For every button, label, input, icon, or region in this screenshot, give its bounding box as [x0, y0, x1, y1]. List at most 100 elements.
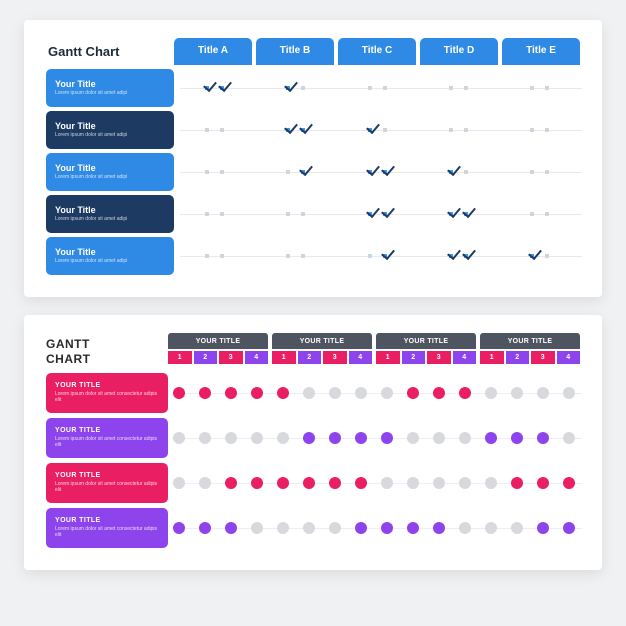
active-dot: [329, 432, 341, 444]
empty-dot: [286, 254, 290, 258]
chart1-column-header: Title C: [338, 38, 416, 65]
empty-dot: [545, 170, 549, 174]
active-dot: [563, 477, 575, 489]
chart2-sub-cell: 1: [168, 351, 192, 364]
active-dot: [537, 522, 549, 534]
chart1-grid-row: [174, 195, 580, 233]
active-dot: [381, 432, 393, 444]
inactive-dot: [459, 477, 471, 489]
empty-dot: [368, 254, 372, 258]
chart2-segment: [376, 373, 476, 413]
check-icon: [368, 128, 372, 132]
gantt-chart-pink: GANTT CHART YOUR TITLE1234YOUR TITLE1234…: [24, 315, 602, 570]
chart1-cell: [336, 69, 417, 107]
empty-dot: [301, 86, 305, 90]
chart2-sub-cell: 4: [557, 351, 581, 364]
inactive-dot: [329, 522, 341, 534]
check-icon: [383, 170, 387, 174]
chart2-column-group: YOUR TITLE1234: [376, 333, 476, 367]
chart2-sub-row: 1234: [272, 351, 372, 364]
chart2-sub-cell: 3: [323, 351, 347, 364]
inactive-dot: [277, 522, 289, 534]
empty-dot: [545, 128, 549, 132]
check-icon: [301, 128, 305, 132]
inactive-dot: [251, 432, 263, 444]
empty-dot: [530, 86, 534, 90]
chart2-segment: [480, 463, 580, 503]
active-dot: [355, 477, 367, 489]
active-dot: [355, 432, 367, 444]
inactive-dot: [563, 432, 575, 444]
chart2-segment: [376, 463, 476, 503]
chart1-row-label: Your TitleLorem ipsum dolor sit amet adi…: [46, 237, 174, 275]
chart2-sub-cell: 4: [453, 351, 477, 364]
chart2-sub-cell: 1: [272, 351, 296, 364]
chart2-group-header: YOUR TITLE: [168, 333, 268, 349]
chart2-sub-cell: 4: [245, 351, 269, 364]
empty-dot: [383, 128, 387, 132]
chart2-segment: [168, 373, 268, 413]
empty-dot: [530, 128, 534, 132]
chart2-row-labels: YOUR TITLELorem ipsum dolor sit amet con…: [46, 373, 168, 548]
active-dot: [433, 522, 445, 534]
active-dot: [407, 522, 419, 534]
empty-dot: [545, 86, 549, 90]
chart2-segment: [272, 463, 372, 503]
chart1-cell: [174, 111, 255, 149]
empty-dot: [464, 128, 468, 132]
chart1-row-label: Your TitleLorem ipsum dolor sit amet adi…: [46, 153, 174, 191]
chart1-cell: [255, 153, 336, 191]
chart2-segment: [272, 373, 372, 413]
inactive-dot: [199, 477, 211, 489]
check-icon: [368, 170, 372, 174]
chart2-row-label: YOUR TITLELorem ipsum dolor sit amet con…: [46, 463, 168, 503]
chart1-cell: [418, 69, 499, 107]
check-icon: [220, 86, 224, 90]
empty-dot: [449, 128, 453, 132]
check-icon: [286, 128, 290, 132]
empty-dot: [545, 254, 549, 258]
check-icon: [449, 170, 453, 174]
active-dot: [199, 387, 211, 399]
chart1-cell: [499, 69, 580, 107]
chart2-sub-cell: 2: [402, 351, 426, 364]
chart2-sub-cell: 3: [531, 351, 555, 364]
active-dot: [329, 477, 341, 489]
active-dot: [225, 477, 237, 489]
chart1-column-header: Title B: [256, 38, 334, 65]
chart2-title-line2: CHART: [46, 352, 168, 367]
empty-dot: [301, 254, 305, 258]
active-dot: [407, 387, 419, 399]
check-icon: [449, 212, 453, 216]
empty-dot: [449, 86, 453, 90]
chart2-sub-row: 1234: [168, 351, 268, 364]
active-dot: [225, 387, 237, 399]
active-dot: [199, 522, 211, 534]
chart2-sub-cell: 4: [349, 351, 373, 364]
inactive-dot: [251, 522, 263, 534]
chart2-segment: [480, 373, 580, 413]
chart1-columns: Title ATitle BTitle CTitle DTitle E: [174, 38, 580, 65]
check-icon: [383, 254, 387, 258]
chart2-sub-cell: 3: [219, 351, 243, 364]
chart2-sub-cell: 2: [194, 351, 218, 364]
empty-dot: [464, 170, 468, 174]
empty-dot: [220, 128, 224, 132]
inactive-dot: [433, 432, 445, 444]
inactive-dot: [511, 387, 523, 399]
chart1-cell: [418, 195, 499, 233]
chart1-cell: [174, 153, 255, 191]
empty-dot: [220, 254, 224, 258]
active-dot: [355, 522, 367, 534]
inactive-dot: [485, 477, 497, 489]
empty-dot: [383, 86, 387, 90]
chart1-cell: [174, 237, 255, 275]
active-dot: [173, 522, 185, 534]
check-icon: [301, 170, 305, 174]
chart2-title-line1: GANTT: [46, 337, 168, 352]
check-icon: [205, 86, 209, 90]
chart1-grid-row: [174, 237, 580, 275]
chart2-grid: [168, 373, 580, 548]
chart2-grid-row: [168, 508, 580, 548]
empty-dot: [286, 170, 290, 174]
